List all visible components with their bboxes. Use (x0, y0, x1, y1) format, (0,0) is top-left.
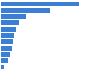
Bar (1, 27, 16, 32)
Bar (1, 58, 8, 63)
Bar (1, 46, 12, 51)
Bar (1, 1, 79, 6)
Bar (1, 52, 10, 57)
Bar (1, 65, 4, 70)
Bar (1, 33, 14, 38)
Bar (1, 20, 19, 25)
Bar (1, 8, 50, 13)
Bar (1, 39, 13, 44)
Bar (1, 14, 26, 19)
